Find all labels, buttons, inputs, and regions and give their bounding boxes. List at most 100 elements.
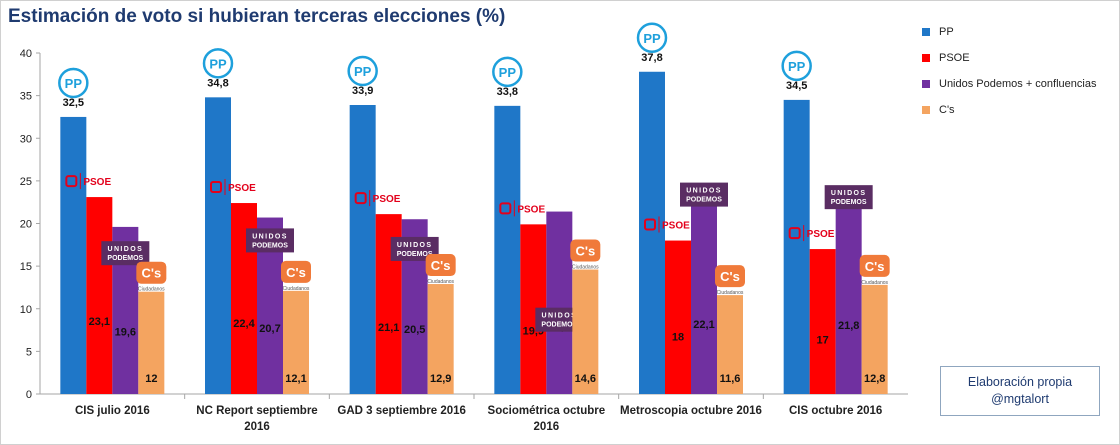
data-label: 20,7	[259, 323, 280, 335]
pp-logo: PP	[58, 67, 89, 99]
data-label: 12	[145, 373, 157, 385]
podemos-logo-bottom: PODEMOS	[686, 197, 722, 204]
cs-logo-text: C's	[286, 265, 306, 280]
cs-logo-box	[281, 260, 311, 283]
pp-logo: PP	[492, 56, 523, 88]
pp-logo-text: PP	[643, 31, 661, 46]
bar-0	[205, 97, 231, 394]
podemos-logo-top: UNIDOS	[686, 188, 722, 195]
podemos-logo-bottom: PODEMOS	[831, 199, 867, 206]
podemos-logo: UNIDOS PODEMOS	[246, 228, 294, 253]
data-label: 11,6	[720, 373, 741, 385]
bar-3	[427, 284, 454, 394]
legend-item-psoe: PSOE	[922, 48, 1112, 68]
bar-0	[349, 105, 376, 394]
bar-2	[546, 211, 573, 394]
psoe-logo: PSOE	[644, 216, 690, 233]
cs-logo-box	[136, 261, 167, 284]
data-label: 21,8	[838, 320, 859, 332]
bar-0	[494, 105, 521, 394]
bar-2	[835, 208, 862, 394]
cs-logo: C's Ciudadanos	[425, 254, 456, 285]
x-category-label: Sociométrica octubre	[488, 405, 606, 417]
pp-logo-bird	[208, 48, 228, 54]
bar-2	[691, 205, 717, 394]
legend-label-psoe: PSOE	[939, 52, 970, 64]
psoe-logo-rose	[499, 202, 512, 215]
cs-logo-sub: Ciudadanos	[427, 279, 454, 285]
data-label: 22,1	[693, 319, 714, 331]
podemos-logo-box	[246, 228, 294, 253]
psoe-logo-text: PSOE	[373, 194, 401, 205]
data-label: 22,4	[233, 318, 255, 330]
podemos-logo-box	[680, 182, 728, 207]
data-label: 19,6	[115, 327, 136, 339]
x-category-label: GAD 3 septiembre 2016	[337, 405, 465, 417]
psoe-logo: PSOE	[499, 200, 545, 217]
cs-logo: C's Ciudadanos	[570, 239, 601, 271]
data-label: 18	[672, 331, 684, 343]
bar-3	[138, 291, 165, 394]
y-tick-label: 5	[26, 346, 32, 358]
y-tick-label: 40	[20, 48, 32, 60]
legend-label-pp: PP	[939, 26, 954, 38]
data-label: 37,8	[641, 52, 662, 64]
cs-logo: C's Ciudadanos	[859, 254, 890, 286]
y-tick-label: 30	[20, 133, 32, 145]
y-tick-label: 0	[26, 389, 32, 401]
cs-logo-box	[859, 254, 890, 277]
cs-logo-text: C's	[575, 244, 595, 259]
psoe-logo-text: PSOE	[807, 229, 835, 240]
y-tick-label: 25	[20, 176, 32, 188]
bar-3	[283, 290, 309, 394]
pp-logo-text: PP	[65, 76, 83, 91]
psoe-logo-rose	[354, 192, 367, 205]
y-tick-label: 15	[20, 261, 32, 273]
bar-0	[783, 99, 810, 394]
bar-1	[86, 197, 113, 394]
y-tick-label: 35	[20, 91, 32, 103]
data-label: 20,5	[404, 324, 425, 336]
cs-logo-sub: Ciudadanos	[717, 290, 744, 296]
data-label: 17	[817, 334, 829, 346]
legend: PP PSOE Unidos Podemos + confluencias C'…	[922, 22, 1112, 126]
psoe-logo: PSOE	[788, 225, 835, 242]
legend-item-pp: PP	[922, 22, 1112, 42]
legend-swatch-podemos	[922, 80, 930, 88]
pp-logo-bird	[787, 50, 807, 56]
data-label: 33,8	[497, 86, 518, 98]
podemos-logo-box	[390, 236, 439, 261]
chart-title: Estimación de voto si hubieran terceras …	[8, 6, 506, 27]
podemos-logo-box	[824, 185, 873, 210]
data-label: 21,1	[378, 322, 399, 334]
podemos-logo-bottom: PODEMOS	[541, 322, 577, 329]
psoe-logo-rose	[65, 175, 78, 188]
data-label: 32,5	[63, 97, 84, 109]
podemos-logo-top: UNIDOS	[252, 233, 288, 240]
x-category-label: Metroscopia octubre 2016	[620, 405, 762, 417]
psoe-logo-text: PSOE	[228, 183, 256, 194]
legend-item-podemos: Unidos Podemos + confluencias	[922, 74, 1112, 94]
bar-3	[861, 284, 888, 394]
podemos-logo-top: UNIDOS	[831, 190, 867, 197]
cs-logo-sub: Ciudadanos	[572, 265, 599, 271]
data-label: 12,8	[864, 373, 885, 385]
cs-logo-text: C's	[141, 266, 161, 281]
legend-swatch-pp	[922, 28, 930, 36]
psoe-logo-text: PSOE	[83, 177, 111, 188]
pp-logo-text: PP	[209, 56, 227, 71]
psoe-logo-rose	[210, 181, 222, 194]
pp-logo-text: PP	[499, 65, 517, 80]
cs-logo-sub: Ciudadanos	[283, 286, 310, 292]
podemos-logo: UNIDOS PODEMOS	[101, 241, 150, 266]
cs-logo-box	[715, 265, 745, 288]
x-category-label: 2016	[534, 421, 560, 433]
cs-logo-text: C's	[431, 258, 451, 273]
data-label: 12,1	[285, 373, 306, 385]
pp-logo-text: PP	[788, 59, 806, 74]
cs-logo: C's Ciudadanos	[715, 265, 745, 296]
cs-logo-text: C's	[865, 259, 885, 274]
psoe-logo: PSOE	[354, 190, 401, 207]
data-label: 23,1	[89, 316, 110, 328]
